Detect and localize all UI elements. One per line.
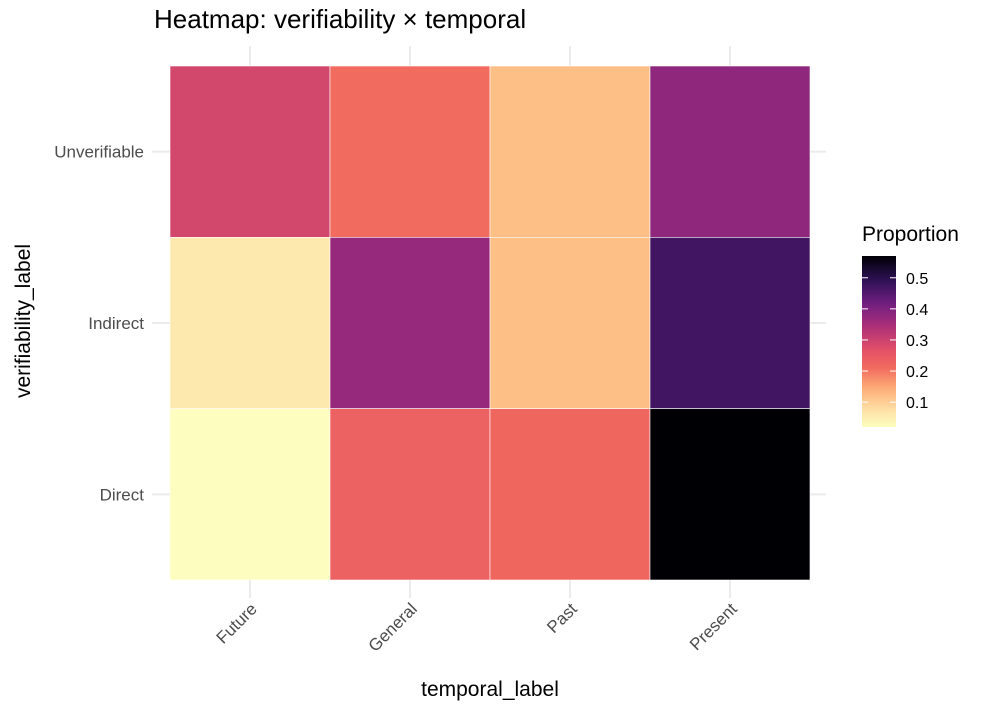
legend-title: Proportion <box>862 223 959 246</box>
legend-tick-label: 0.5 <box>906 271 928 288</box>
x-tick-label: General <box>365 599 421 655</box>
heatmap-cell <box>169 408 331 581</box>
legend-tick-label: 0.3 <box>906 333 928 350</box>
heatmap-cell <box>489 237 651 409</box>
legend-tick-label: 0.4 <box>906 302 928 319</box>
x-tick-label: Past <box>543 599 581 637</box>
chart-title: Heatmap: verifiability × temporal <box>154 4 527 34</box>
heatmap-cell <box>329 65 491 238</box>
legend-colorbar <box>862 256 896 427</box>
x-tick-label: Present <box>686 599 741 654</box>
heatmap-cell <box>169 237 331 409</box>
y-tick-label: Direct <box>100 485 145 504</box>
legend-tick-label: 0.2 <box>906 364 928 381</box>
x-axis-title: temporal_label <box>421 678 559 701</box>
x-tick-label: Future <box>213 599 261 647</box>
y-tick-label: Indirect <box>88 314 144 333</box>
y-axis-title: verifiability_label <box>12 244 35 398</box>
heatmap-cell <box>649 237 811 409</box>
heatmap-cell <box>329 408 491 581</box>
heatmap-cell <box>169 65 331 238</box>
heatmap-cell <box>329 237 491 409</box>
legend-tick-label: 0.1 <box>906 395 928 412</box>
heatmap-cell <box>649 408 811 581</box>
heatmap-cell <box>489 65 651 238</box>
y-tick-label: Unverifiable <box>54 143 144 162</box>
heatmap-cell <box>489 408 651 581</box>
heatmap-cell <box>649 65 811 238</box>
